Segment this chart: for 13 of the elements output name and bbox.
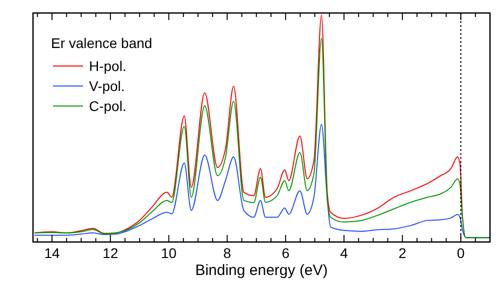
x-tick-label: 8 <box>223 245 232 261</box>
legend-title: Er valence band <box>51 35 152 51</box>
x-tick-label: 12 <box>102 245 118 261</box>
x-tick-label: 2 <box>398 245 406 261</box>
legend-label: V-pol. <box>89 78 125 94</box>
x-axis-title: Binding energy (eV) <box>195 262 328 279</box>
x-tick-label: 6 <box>282 245 290 261</box>
legend-label: H-pol. <box>89 58 126 74</box>
x-tick-label: 4 <box>340 245 348 261</box>
legend-label: C-pol. <box>89 98 126 114</box>
x-tick-label: 10 <box>160 245 177 261</box>
x-tick-label: 0 <box>456 245 465 261</box>
x-tick-label: 14 <box>44 245 60 261</box>
